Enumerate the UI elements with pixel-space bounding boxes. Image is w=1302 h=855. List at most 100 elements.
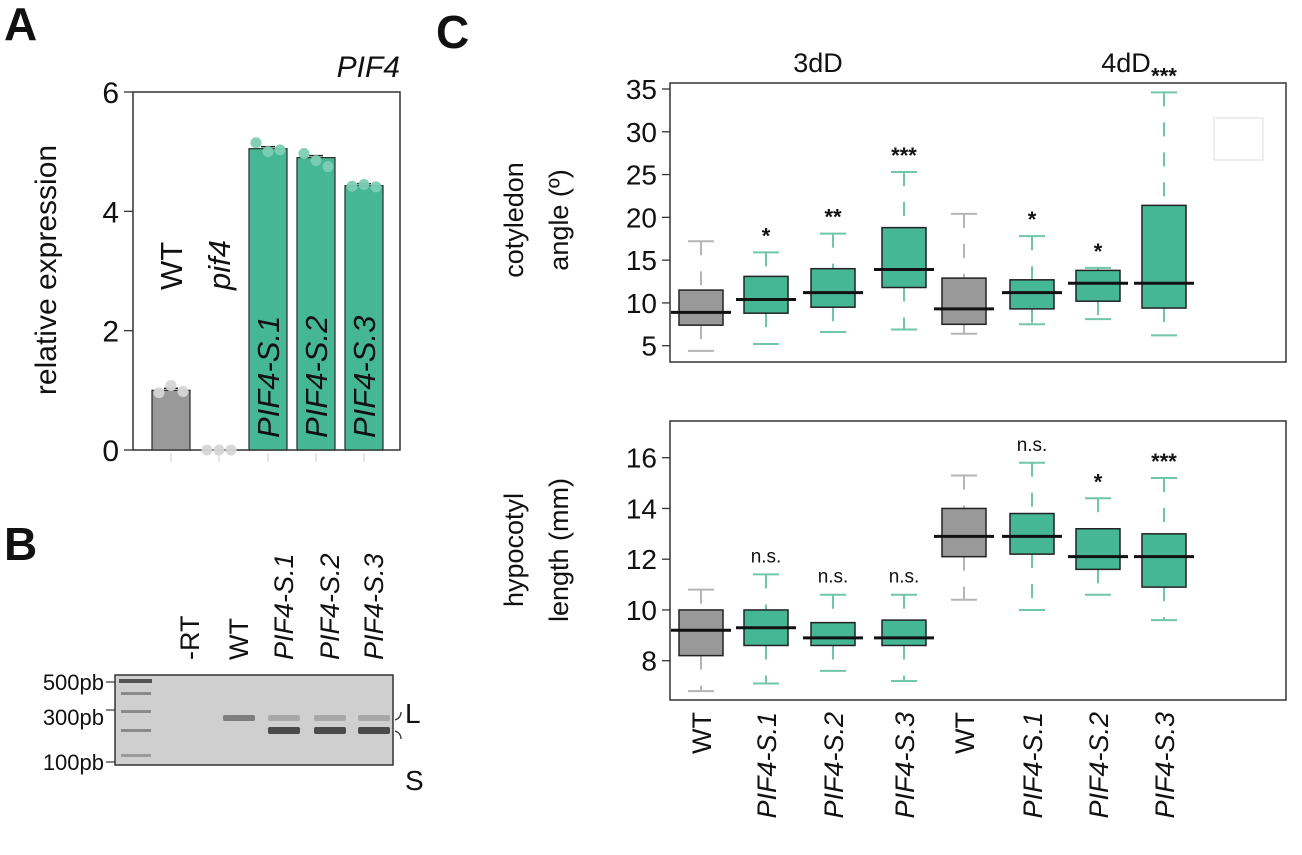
group-label-4dd: 4dD [1101,48,1151,78]
lane-label: WT [224,618,254,660]
category-label: PIF4-S.2 [1084,712,1114,819]
category-label: PIF4-S.3 [347,316,382,438]
box [810,267,856,308]
data-point [346,180,358,192]
panel-label-b: B [4,518,37,570]
annotation-box [1213,117,1264,161]
chart-a-ylabel: relative expression [30,145,63,395]
category-label: PIF4-S.2 [299,316,334,438]
box [881,226,927,289]
band-bracket-l [394,711,402,721]
ladder-label-300: 300pb [43,705,104,730]
significance-label: *** [891,143,917,168]
bar [296,157,336,451]
lane-label: PIF4-S.3 [359,553,389,660]
group-label-3dd: 3dD [793,48,843,78]
gel-band-l [314,715,346,721]
bar [151,389,191,451]
y-tick-label: 20 [626,202,657,233]
category-label: PIF4-S.1 [1018,712,1048,819]
box [1009,512,1055,555]
ladder-band [121,692,151,695]
category-label: PIF4-S.3 [1150,712,1180,819]
data-point [298,147,310,159]
data-point [165,380,177,392]
box [810,621,856,647]
chart-c-top-frame [669,82,1287,363]
y-tick-label: 6 [102,77,119,110]
data-point [213,444,225,456]
box [1075,528,1121,571]
panel-b-gel: 500pb 300pb 100pb L S -RT WT PIF4-S.1 PIF4-… [43,553,424,796]
ladder-band [121,710,151,713]
significance-label: n.s. [818,567,849,588]
y-tick-label: 12 [626,544,657,575]
ladder-band [121,754,151,757]
data-point [153,387,165,399]
significance-label: * [1094,239,1103,264]
data-point [201,444,213,456]
y-tick-label: 16 [626,443,657,474]
category-label: PIF4-S.1 [251,316,286,438]
chart-c-top-ylabel-line2: angle (º) [544,169,574,270]
ladder-label-500: 500pb [43,670,104,695]
y-tick-label: 14 [626,493,657,524]
y-tick-label: 0 [102,435,119,468]
box [1141,204,1187,309]
significance-label: n.s. [889,567,920,588]
gel-band-l [358,715,390,721]
box [941,507,987,558]
y-tick-label: 5 [641,331,657,362]
box [743,275,789,314]
gel-band-s [314,727,346,734]
lane-label: PIF4-S.2 [315,553,345,660]
significance-label: ** [824,205,842,230]
significance-label: * [1028,207,1037,232]
y-tick-label: 2 [102,316,119,349]
category-label: pif4 [202,240,237,291]
chart-c-bottom-ylabel-line1: hypocotyl [499,493,529,607]
panel-a-bar-chart: PIF4 relative expression 0 2 4 6 WT pif4 PIF4… [30,51,401,468]
data-point [310,155,322,167]
bar [344,185,384,451]
panel-label-c: C [436,6,469,58]
lane-label: PIF4-S.1 [269,553,299,660]
y-tick-label: 4 [102,196,119,229]
chart-c-bottom-frame [669,420,1287,701]
y-tick-label: 35 [626,74,657,105]
chart-c-top-ylabel-line1: cotyledon [499,162,529,278]
bar [248,148,288,451]
category-label: PIF4-S.2 [819,712,849,819]
box [1141,533,1187,588]
gel-ladder [119,679,152,757]
data-point [250,137,262,149]
data-point [177,386,189,398]
significance-label: * [1094,469,1103,494]
panel-label-a: A [4,0,37,50]
data-point [370,181,382,193]
category-label: PIF4-S.1 [752,712,782,819]
lane-label: -RT [175,616,205,661]
data-point [322,161,334,173]
y-tick-label: 15 [626,245,657,276]
data-point [358,178,370,190]
gel-band-s [268,727,300,734]
box [678,609,724,657]
box [678,289,724,326]
category-label: WT [687,712,717,754]
band-label-l: L [405,698,421,729]
box [1009,279,1055,310]
significance-label: n.s. [1017,435,1048,456]
ladder-band [119,679,152,683]
band-label-s: S [405,765,424,796]
chart-a-title: PIF4 [337,51,400,84]
category-label: WT [950,712,980,754]
category-label: WT [154,242,189,290]
ladder-band [121,729,151,732]
y-tick-label: 25 [626,160,657,191]
y-tick-label: 8 [641,646,657,677]
gel-band-l [268,715,300,721]
significance-label: *** [1151,449,1177,474]
chart-c-bottom-ylabel-line2: length (mm) [544,478,574,622]
